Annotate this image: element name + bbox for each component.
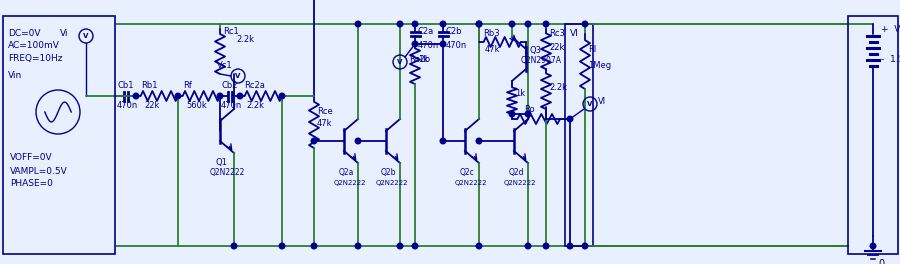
Text: Rce: Rce (317, 106, 333, 116)
Circle shape (509, 21, 515, 27)
Text: Rb1: Rb1 (141, 82, 158, 91)
Text: Q2c: Q2c (460, 168, 475, 177)
Text: Ro: Ro (524, 106, 535, 115)
Circle shape (476, 21, 482, 27)
Text: Q2N2222: Q2N2222 (504, 180, 536, 186)
Text: 470n: 470n (221, 101, 242, 111)
Text: 1Meg: 1Meg (588, 62, 611, 70)
Text: Cb1: Cb1 (117, 82, 133, 91)
Text: V: V (84, 33, 89, 39)
Text: V: V (235, 73, 240, 79)
Text: Q1: Q1 (215, 158, 227, 167)
Text: Q2d: Q2d (509, 168, 525, 177)
Text: Cb2: Cb2 (221, 82, 238, 91)
Text: 22k: 22k (144, 101, 159, 111)
Circle shape (526, 21, 531, 27)
Text: 47k: 47k (485, 45, 500, 54)
Text: 2.2k: 2.2k (246, 101, 264, 111)
Circle shape (397, 21, 403, 27)
Circle shape (397, 243, 403, 249)
Circle shape (279, 243, 284, 249)
Text: Vin: Vin (8, 72, 22, 81)
Text: +  Vs: + Vs (881, 25, 900, 34)
Text: Rf: Rf (183, 82, 192, 91)
Circle shape (217, 93, 223, 99)
Text: Q2N2907A: Q2N2907A (521, 56, 562, 65)
Text: Vc1: Vc1 (217, 62, 232, 70)
Text: 2.2k: 2.2k (236, 35, 254, 44)
Text: 560k: 560k (186, 101, 207, 111)
Text: Rc3: Rc3 (549, 30, 565, 39)
Circle shape (311, 138, 317, 144)
Text: Q2N2222: Q2N2222 (334, 180, 366, 186)
Circle shape (412, 41, 418, 47)
Circle shape (311, 243, 317, 249)
Circle shape (356, 138, 361, 144)
Text: VAMPL=0.5V: VAMPL=0.5V (10, 167, 68, 176)
Text: 470n: 470n (117, 101, 139, 111)
Text: -  1.5V: - 1.5V (881, 54, 900, 64)
Text: Vl: Vl (570, 30, 579, 39)
Circle shape (412, 21, 418, 27)
Circle shape (133, 93, 139, 99)
Circle shape (476, 21, 482, 27)
Circle shape (356, 21, 361, 27)
Text: 22k: 22k (549, 43, 564, 51)
Circle shape (412, 243, 418, 249)
Text: Q2b: Q2b (381, 168, 397, 177)
Circle shape (567, 116, 572, 122)
Text: 2.2k: 2.2k (549, 82, 567, 92)
Text: Rc2b: Rc2b (409, 55, 430, 64)
Circle shape (526, 111, 531, 117)
Circle shape (544, 21, 549, 27)
Text: PHASE=0: PHASE=0 (10, 180, 53, 188)
Circle shape (870, 243, 876, 249)
Circle shape (238, 93, 243, 99)
Text: Vl: Vl (598, 97, 606, 106)
Text: C2a: C2a (418, 27, 434, 36)
Circle shape (509, 111, 515, 117)
Circle shape (582, 243, 588, 249)
Text: C2b: C2b (446, 27, 463, 36)
Text: Q2N2222: Q2N2222 (455, 180, 488, 186)
Text: Rc1: Rc1 (223, 27, 238, 36)
Text: VOFF=0V: VOFF=0V (10, 153, 52, 163)
Text: AC=100mV: AC=100mV (8, 41, 60, 50)
Circle shape (567, 243, 572, 249)
Circle shape (440, 41, 445, 47)
Text: Q3: Q3 (530, 46, 542, 55)
Text: 1k: 1k (418, 54, 428, 64)
Text: 47k: 47k (317, 120, 332, 129)
Circle shape (231, 243, 237, 249)
Circle shape (176, 93, 181, 99)
Circle shape (440, 21, 445, 27)
Text: 470n: 470n (418, 41, 439, 50)
Text: DC=0V: DC=0V (8, 29, 40, 37)
Text: 0: 0 (878, 259, 884, 264)
Circle shape (582, 21, 588, 27)
Text: 470n: 470n (446, 41, 467, 50)
Circle shape (544, 243, 549, 249)
Text: Rl: Rl (588, 45, 596, 54)
Text: Q2N2222: Q2N2222 (210, 168, 246, 177)
Circle shape (476, 243, 482, 249)
Text: Q2a: Q2a (339, 168, 355, 177)
Text: Vi: Vi (60, 29, 68, 37)
Text: V: V (397, 59, 402, 65)
Circle shape (356, 243, 361, 249)
Text: Rb3: Rb3 (483, 29, 500, 37)
Text: Rc2a: Rc2a (244, 82, 265, 91)
Circle shape (526, 243, 531, 249)
Circle shape (279, 93, 284, 99)
Circle shape (476, 138, 482, 144)
Text: Q2N2222: Q2N2222 (376, 180, 409, 186)
Text: 1k: 1k (515, 88, 525, 97)
Text: V: V (588, 101, 593, 107)
Text: FREQ=10Hz: FREQ=10Hz (8, 54, 62, 64)
Circle shape (440, 138, 445, 144)
